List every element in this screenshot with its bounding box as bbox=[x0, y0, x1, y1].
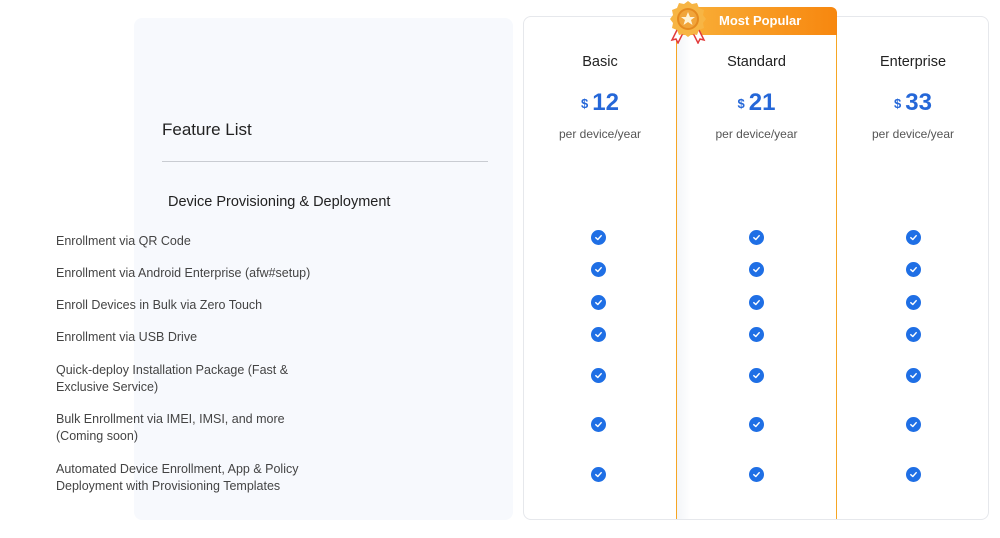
check-circle-icon bbox=[905, 466, 921, 482]
check-circle-icon bbox=[748, 261, 764, 277]
check-circle-icon bbox=[748, 466, 764, 482]
check-circle-icon bbox=[905, 367, 921, 383]
plan-period: per device/year bbox=[871, 127, 955, 141]
check-circle-icon bbox=[590, 261, 606, 277]
price-amount: 12 bbox=[592, 89, 619, 116]
star-medal-icon bbox=[670, 1, 706, 44]
check-circle-icon bbox=[590, 229, 606, 245]
plan-price: $12 bbox=[524, 89, 676, 117]
price-amount: 33 bbox=[905, 89, 932, 116]
check-circle-icon bbox=[748, 326, 764, 342]
check-circle-icon bbox=[590, 294, 606, 310]
check-circle-icon bbox=[748, 294, 764, 310]
currency-symbol: $ bbox=[737, 96, 745, 111]
divider bbox=[162, 161, 488, 162]
plan-basic: Basic $12 per device/year bbox=[524, 17, 676, 519]
feature-item: Enroll Devices in Bulk via Zero Touch bbox=[56, 298, 263, 312]
plan-name: Basic bbox=[582, 54, 618, 70]
check-circle-icon bbox=[748, 416, 764, 432]
plan-period: per device/year bbox=[558, 127, 642, 141]
plan-name: Enterprise bbox=[879, 54, 947, 70]
feature-item: Enrollment via Android Enterprise (afw#s… bbox=[56, 266, 311, 280]
feature-item: Enrollment via USB Drive bbox=[56, 330, 198, 344]
check-circle-icon bbox=[905, 229, 921, 245]
currency-symbol: $ bbox=[894, 96, 902, 111]
plan-name: Standard bbox=[727, 54, 786, 70]
currency-symbol: $ bbox=[581, 96, 589, 111]
plan-period: per device/year bbox=[715, 127, 798, 141]
check-circle-icon bbox=[590, 416, 606, 432]
feature-item: Bulk Enrollment via IMEI, IMSI, and more… bbox=[56, 412, 285, 443]
feature-item: Automated Device Enrollment, App & Polic… bbox=[56, 462, 299, 493]
section-title: Device Provisioning & Deployment bbox=[168, 194, 391, 210]
check-circle-icon bbox=[905, 294, 921, 310]
check-circle-icon bbox=[905, 261, 921, 277]
check-circle-icon bbox=[590, 326, 606, 342]
check-circle-icon bbox=[590, 466, 606, 482]
feature-list-title: Feature List bbox=[162, 120, 252, 139]
check-circle-icon bbox=[590, 367, 606, 383]
plan-price: $21 bbox=[677, 89, 836, 117]
check-circle-icon bbox=[748, 367, 764, 383]
check-circle-icon bbox=[905, 326, 921, 342]
feature-item: Enrollment via QR Code bbox=[56, 234, 191, 248]
plan-enterprise: Enterprise $33 per device/year bbox=[837, 17, 989, 519]
plan-price: $33 bbox=[837, 89, 989, 117]
price-amount: 21 bbox=[748, 89, 776, 116]
check-circle-icon bbox=[748, 229, 764, 245]
feature-list-panel: Feature List Device Provisioning & Deplo… bbox=[134, 18, 513, 520]
feature-item: Quick-deploy Installation Package (Fast … bbox=[56, 363, 289, 394]
check-circle-icon bbox=[905, 416, 921, 432]
